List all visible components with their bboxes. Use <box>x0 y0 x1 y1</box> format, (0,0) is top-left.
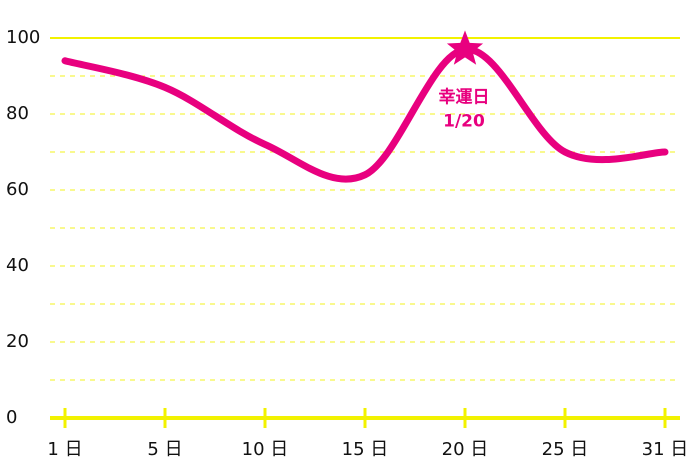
y-tick-label: 60 <box>6 179 29 200</box>
x-tick-label: 5 日 <box>147 439 182 460</box>
x-tick-label: 31 日 <box>642 439 689 460</box>
annotation: 1/20 <box>443 111 485 131</box>
y-tick-label: 40 <box>6 255 29 276</box>
y-tick-label: 0 <box>6 407 17 428</box>
y-tick-label: 20 <box>6 331 29 352</box>
x-tick-label: 1 日 <box>47 439 82 460</box>
y-tick-label: 100 <box>6 27 40 48</box>
x-tick-label: 25 日 <box>542 439 589 460</box>
y-tick-label: 80 <box>6 103 29 124</box>
annotation: 幸運日 <box>439 86 490 107</box>
x-tick-label: 15 日 <box>342 439 389 460</box>
x-tick-label: 20 日 <box>442 439 489 460</box>
star-marker <box>446 30 484 65</box>
x-tick-label: 10 日 <box>242 439 289 460</box>
line <box>61 45 669 183</box>
